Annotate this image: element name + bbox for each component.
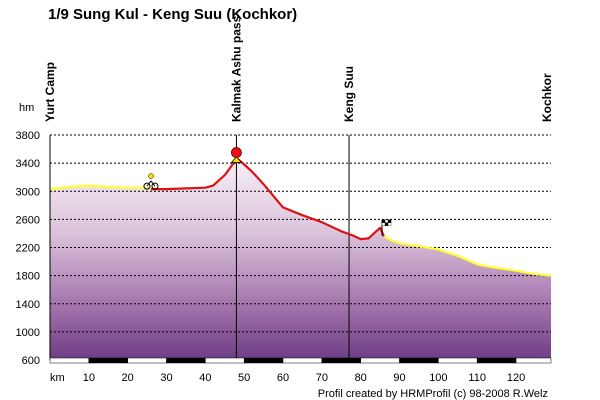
y-tick-label: 1000 — [16, 327, 40, 339]
elevation-line-2 — [383, 235, 552, 277]
y-tick-label: 2200 — [16, 243, 40, 255]
elevation-line-0 — [49, 184, 152, 191]
scale-segment — [49, 357, 90, 364]
y-tick-label: 3000 — [16, 186, 40, 198]
x-tick-label: 70 — [316, 372, 328, 384]
scale-segment — [360, 357, 400, 364]
waypoint-label: Yurt Camp — [43, 62, 57, 122]
y-tick-label: 1400 — [16, 299, 40, 311]
scale-segment — [515, 357, 552, 364]
waypoint-labels: Yurt Camp Kalmak Ashu pass Keng Suu Kochkor — [43, 15, 554, 122]
y-tick-label: 1800 — [16, 271, 40, 283]
x-tick-label: 40 — [199, 372, 211, 384]
scale-segment — [243, 357, 284, 364]
x-axis-ticks: 10 20 30 40 50 60 70 80 90 100 110 120 — [83, 372, 526, 384]
scale-segment — [321, 357, 361, 364]
waypoint-label: Keng Suu — [342, 66, 356, 122]
waypoint-label: Kochkor — [540, 73, 554, 122]
y-axis-unit: hm — [19, 102, 34, 114]
distance-scale-bar — [49, 357, 552, 364]
waypoint-lines — [235, 135, 350, 360]
x-axis-unit: km — [50, 372, 65, 384]
scale-segment — [476, 357, 517, 364]
y-tick-label: 600 — [22, 355, 40, 367]
x-tick-label: 120 — [507, 372, 525, 384]
x-tick-label: 60 — [277, 372, 289, 384]
scale-segment — [282, 357, 323, 364]
x-tick-label: 30 — [160, 372, 172, 384]
elevation-lines — [49, 158, 552, 277]
x-tick-label: 80 — [355, 372, 367, 384]
elevation-line-1 — [151, 158, 385, 241]
scale-segment — [127, 357, 167, 364]
y-tick-label: 3800 — [16, 130, 40, 142]
scale-segment — [399, 357, 439, 364]
cyclist-icon — [143, 173, 159, 190]
checkered-flag-icon — [381, 219, 392, 236]
x-tick-label: 90 — [393, 372, 405, 384]
waypoint-label: Kalmak Ashu pass — [229, 15, 243, 122]
x-tick-label: 110 — [468, 372, 486, 384]
scale-segment — [438, 357, 478, 364]
x-tick-label: 50 — [238, 372, 250, 384]
elevation-area — [50, 159, 551, 360]
chart-title: 1/9 Sung Kul - Keng Suu (Kochkor) — [48, 6, 297, 23]
scale-segment — [205, 357, 245, 364]
y-tick-label: 2600 — [16, 214, 40, 226]
y-tick-label: 3400 — [16, 158, 40, 170]
y-axis-ticks: 600 1000 1400 1800 2200 2600 3000 3400 3800 — [16, 130, 40, 367]
grid-lines — [50, 134, 551, 333]
scale-segment — [166, 357, 206, 364]
x-tick-label: 20 — [122, 372, 134, 384]
x-tick-label: 100 — [429, 372, 447, 384]
route-markers — [143, 147, 392, 236]
x-tick-label: 10 — [83, 372, 95, 384]
summit-icon — [230, 147, 243, 163]
credit-text: Profil created by HRMProfil (c) 98-2008 … — [318, 388, 548, 400]
scale-segment — [88, 357, 128, 364]
